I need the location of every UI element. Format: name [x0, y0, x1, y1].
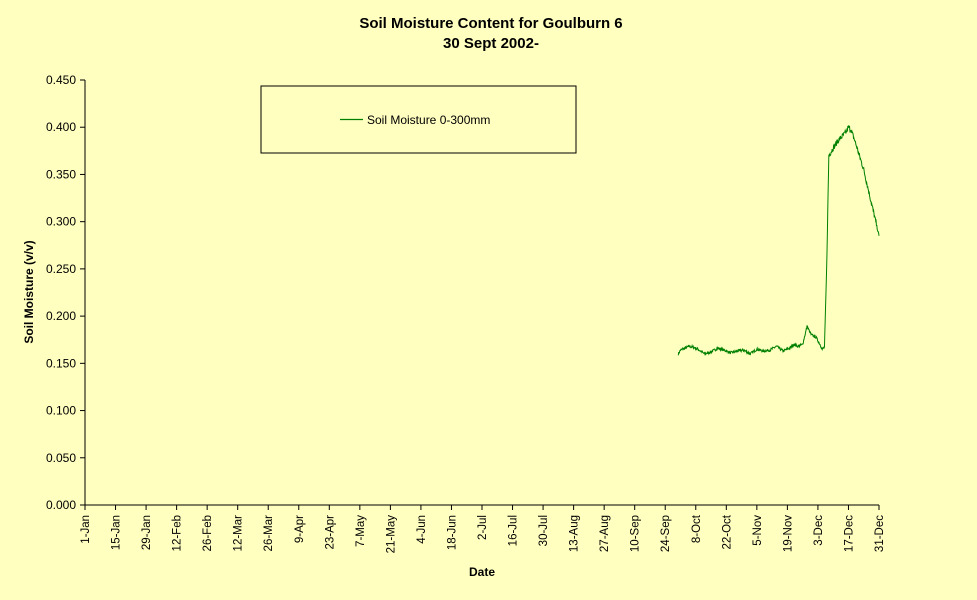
- x-tick-label: 24-Sep: [660, 515, 672, 552]
- y-tick-label: 0.200: [46, 309, 76, 323]
- plot-area: 0.000 0.050 0.100 0.150 0.200 0.250 0.300 0.350…: [46, 73, 886, 553]
- x-axis-label: Date: [469, 565, 495, 579]
- y-tick-label: 0.000: [46, 498, 76, 512]
- y-tick-label: 0.300: [46, 215, 76, 229]
- x-tick-label: 27-Aug: [599, 515, 611, 552]
- x-tick-label: 30-Jul: [538, 515, 550, 546]
- y-tick-label: 0.400: [46, 120, 76, 134]
- legend: Soil Moisture 0-300mm: [260, 85, 577, 154]
- x-tick-label: 13-Aug: [569, 515, 581, 552]
- chart-subtitle: 30 Sept 2002-: [443, 35, 539, 52]
- x-tick-label: 16-Jul: [508, 515, 520, 546]
- x-tick-label: 19-Nov: [782, 515, 794, 552]
- legend-label: Soil Moisture 0-300mm: [367, 113, 490, 127]
- x-tick-label: 7-May: [355, 515, 367, 547]
- x-tick-label: 4-Jun: [416, 515, 428, 544]
- y-tick-label: 0.100: [46, 404, 76, 418]
- x-tick-label: 23-Apr: [324, 515, 336, 550]
- chart-title: Soil Moisture Content for Goulburn 6: [359, 15, 622, 32]
- y-tick-label: 0.050: [46, 451, 76, 465]
- x-tick-label: 26-Mar: [263, 515, 275, 552]
- y-tick-label: 0.250: [46, 262, 76, 276]
- x-tick-label: 12-Mar: [233, 515, 245, 552]
- x-tick-label: 2-Jul: [477, 515, 489, 540]
- x-tick-label: 8-Oct: [691, 514, 703, 543]
- y-tick-label: 0.450: [46, 73, 76, 87]
- series-line-soil-moisture: [677, 125, 880, 356]
- x-tick-label: 31-Dec: [874, 515, 886, 552]
- x-tick-label: 1-Jan: [80, 515, 92, 544]
- x-tick-label: 21-May: [385, 515, 397, 554]
- x-tick-label: 3-Dec: [813, 515, 825, 546]
- x-tick-label: 15-Jan: [111, 515, 123, 550]
- x-tick-label: 18-Jun: [446, 515, 458, 550]
- x-tick-label: 26-Feb: [202, 515, 214, 551]
- y-tick-label: 0.350: [46, 167, 76, 181]
- legend-box: [260, 85, 577, 154]
- x-tick-label: 17-Dec: [843, 515, 855, 552]
- x-tick-label: 12-Feb: [172, 515, 184, 551]
- x-tick-label: 9-Apr: [294, 515, 306, 543]
- x-tick-label: 29-Jan: [141, 515, 153, 550]
- y-tick-label: 0.150: [46, 356, 76, 370]
- x-tick-label: 10-Sep: [630, 515, 642, 552]
- y-axis-label: Soil Moisture (v/v): [22, 240, 36, 343]
- x-tick-label: 5-Nov: [752, 515, 764, 546]
- x-tick-label: 22-Oct: [721, 514, 733, 549]
